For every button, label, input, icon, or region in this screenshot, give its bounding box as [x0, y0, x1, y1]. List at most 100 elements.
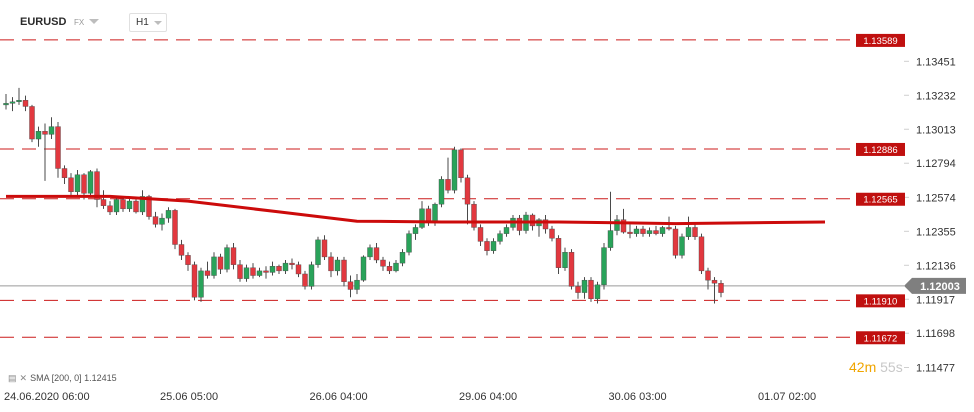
candle-body	[9, 101, 16, 104]
candle-body	[477, 227, 484, 242]
candle-body	[165, 210, 172, 219]
x-axis: 24.06.2020 06:00 25.06 05:00 26.06 04:00 29…	[4, 391, 816, 403]
countdown-seconds: 55s	[880, 359, 903, 375]
candle-body	[35, 131, 42, 140]
candle-body	[464, 177, 471, 205]
candle-body	[516, 217, 523, 231]
close-icon[interactable]: ✕	[19, 373, 28, 383]
x-tick-label: 29.06 04:00	[459, 391, 517, 403]
candle-body	[542, 219, 549, 230]
level-tag-bg	[856, 192, 905, 206]
y-tick-label: 1.11477	[916, 363, 955, 375]
candle-body	[230, 247, 237, 265]
candle-body	[685, 227, 692, 237]
candle-body	[692, 227, 698, 237]
candle-body	[406, 233, 412, 253]
candle-body	[302, 273, 308, 287]
candle-body	[146, 196, 152, 217]
candle-body	[451, 149, 458, 191]
candle-body	[152, 216, 159, 225]
countdown-minutes: 42m	[849, 359, 877, 375]
candle-body	[607, 230, 614, 248]
candle-body	[633, 228, 640, 234]
timeframe-select[interactable]: H1	[129, 13, 167, 32]
indicator-legend: ▤ ✕ SMA [200, 0] 1.12415	[8, 373, 117, 384]
candle-body	[445, 179, 451, 191]
x-tick-label: 26.06 04:00	[310, 391, 368, 403]
level-tag-label: 1.11910	[864, 296, 898, 307]
y-tick-label: 1.12794	[916, 158, 956, 170]
candle-body	[308, 264, 315, 287]
candle-body	[237, 264, 243, 279]
timeframe-dropdown-icon[interactable]	[154, 21, 162, 25]
candle-body	[601, 247, 607, 286]
candle-body	[718, 283, 724, 293]
candle-body	[588, 279, 594, 299]
candle-body	[711, 279, 718, 284]
candle-body	[204, 270, 211, 276]
y-axis: 1.13451 1.13232 1.13013 1.12794 1.12574 1.123…	[904, 56, 956, 375]
candle-body	[139, 196, 146, 213]
candle-body	[471, 203, 477, 228]
candle-body	[581, 279, 588, 293]
candle-body	[679, 236, 685, 256]
candle-body	[438, 179, 445, 205]
horizontal-levels	[0, 39, 898, 338]
y-tick-label: 1.13232	[916, 90, 956, 102]
candle-body	[529, 214, 536, 227]
candle-body	[653, 230, 659, 234]
candle-body	[432, 203, 438, 223]
candle-body	[380, 259, 386, 267]
candle-body	[555, 238, 562, 268]
market-label: FX	[74, 18, 85, 27]
level-tag-label: 1.13589	[863, 36, 897, 47]
candle-body	[360, 256, 367, 281]
candle-body	[341, 259, 347, 282]
candle-body	[549, 228, 555, 239]
candle-body	[575, 286, 581, 293]
sma-line	[6, 194, 826, 226]
candle-body	[386, 266, 393, 272]
candle-body	[354, 279, 360, 290]
candle-body	[22, 100, 29, 107]
candle-body	[568, 252, 575, 287]
settings-icon[interactable]: ▤	[8, 373, 17, 383]
candle-body	[698, 236, 705, 272]
x-tick-label: 30.06 03:00	[609, 391, 667, 403]
candle-body	[107, 205, 113, 213]
chart-toolbar: EURUSD FX H1	[0, 0, 300, 32]
candle-body	[269, 266, 276, 273]
candle-body	[289, 262, 295, 265]
candle-countdown: 42m 55s	[849, 359, 903, 375]
level-tag-label: 1.12565	[863, 195, 897, 206]
candle-body	[159, 217, 165, 225]
candle-body	[282, 262, 289, 272]
candle-body	[640, 228, 646, 234]
symbol-label[interactable]: EURUSD	[20, 16, 67, 28]
candle-body	[42, 131, 48, 135]
y-tick-label: 1.13451	[916, 56, 956, 68]
symbol-dropdown-icon[interactable]	[89, 19, 99, 24]
candle-body	[627, 231, 633, 234]
candle-body	[48, 126, 55, 135]
candle-body	[172, 210, 178, 245]
candle-body	[120, 199, 126, 210]
sma-legend-text: SMA [200, 0] 1.12415	[30, 373, 117, 383]
candle-body	[126, 200, 133, 210]
candle-body	[133, 200, 139, 213]
candle-body	[399, 252, 406, 264]
candle-body	[55, 126, 61, 169]
candle-body	[68, 177, 74, 192]
candle-body	[94, 171, 100, 200]
candle-body	[61, 168, 68, 179]
level-tag-bg	[856, 294, 905, 308]
candle-body	[217, 256, 224, 270]
candle-body	[3, 103, 9, 106]
price-tags: 1.13589 1.12886 1.12565 1.11910 1.11672 1.120…	[856, 33, 966, 345]
candle-body	[594, 284, 601, 299]
x-tick-label: 01.07 02:00	[758, 391, 816, 403]
candle-body	[393, 262, 399, 272]
candle-body	[87, 171, 94, 194]
candle-body	[367, 247, 373, 258]
